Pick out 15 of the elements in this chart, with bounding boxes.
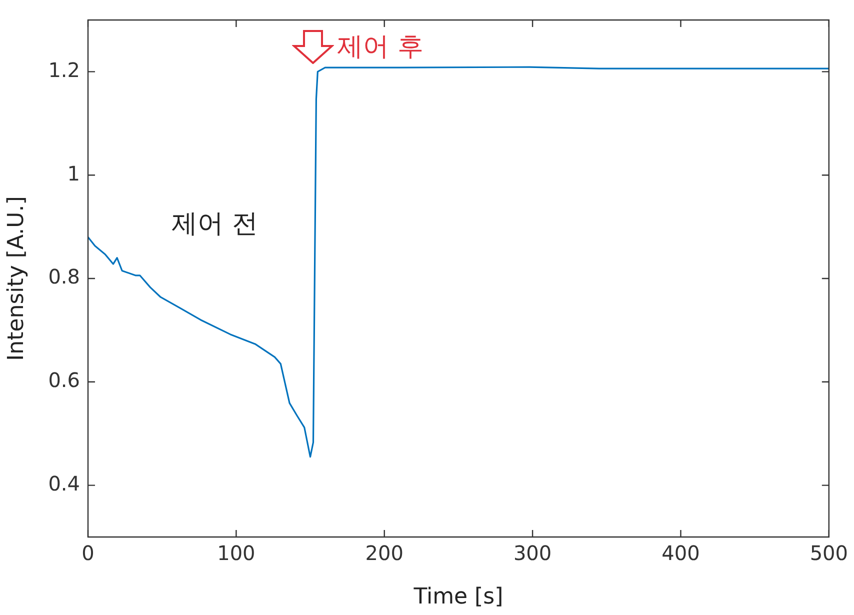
y-tick-label: 1 <box>67 161 80 186</box>
y-tick-label: 0.6 <box>48 368 80 392</box>
annotation: 제어 후 <box>337 32 424 62</box>
y-tick-label: 1.2 <box>48 58 80 82</box>
x-tick-label: 400 <box>662 541 700 566</box>
annotation: 제어 전 <box>172 209 258 239</box>
y-tick-label: 0.8 <box>48 264 80 289</box>
x-tick-label: 200 <box>365 541 404 566</box>
y-tick-label: 0.4 <box>48 472 80 496</box>
x-tick-label: 300 <box>513 541 552 566</box>
x-tick-label: 500 <box>810 541 848 566</box>
x-axis-title: Time [s] <box>412 584 504 610</box>
y-axis-title: Intensity [A.U.] <box>4 196 29 361</box>
x-tick-label: 100 <box>217 541 256 566</box>
x-tick-label: 0 <box>82 541 94 566</box>
